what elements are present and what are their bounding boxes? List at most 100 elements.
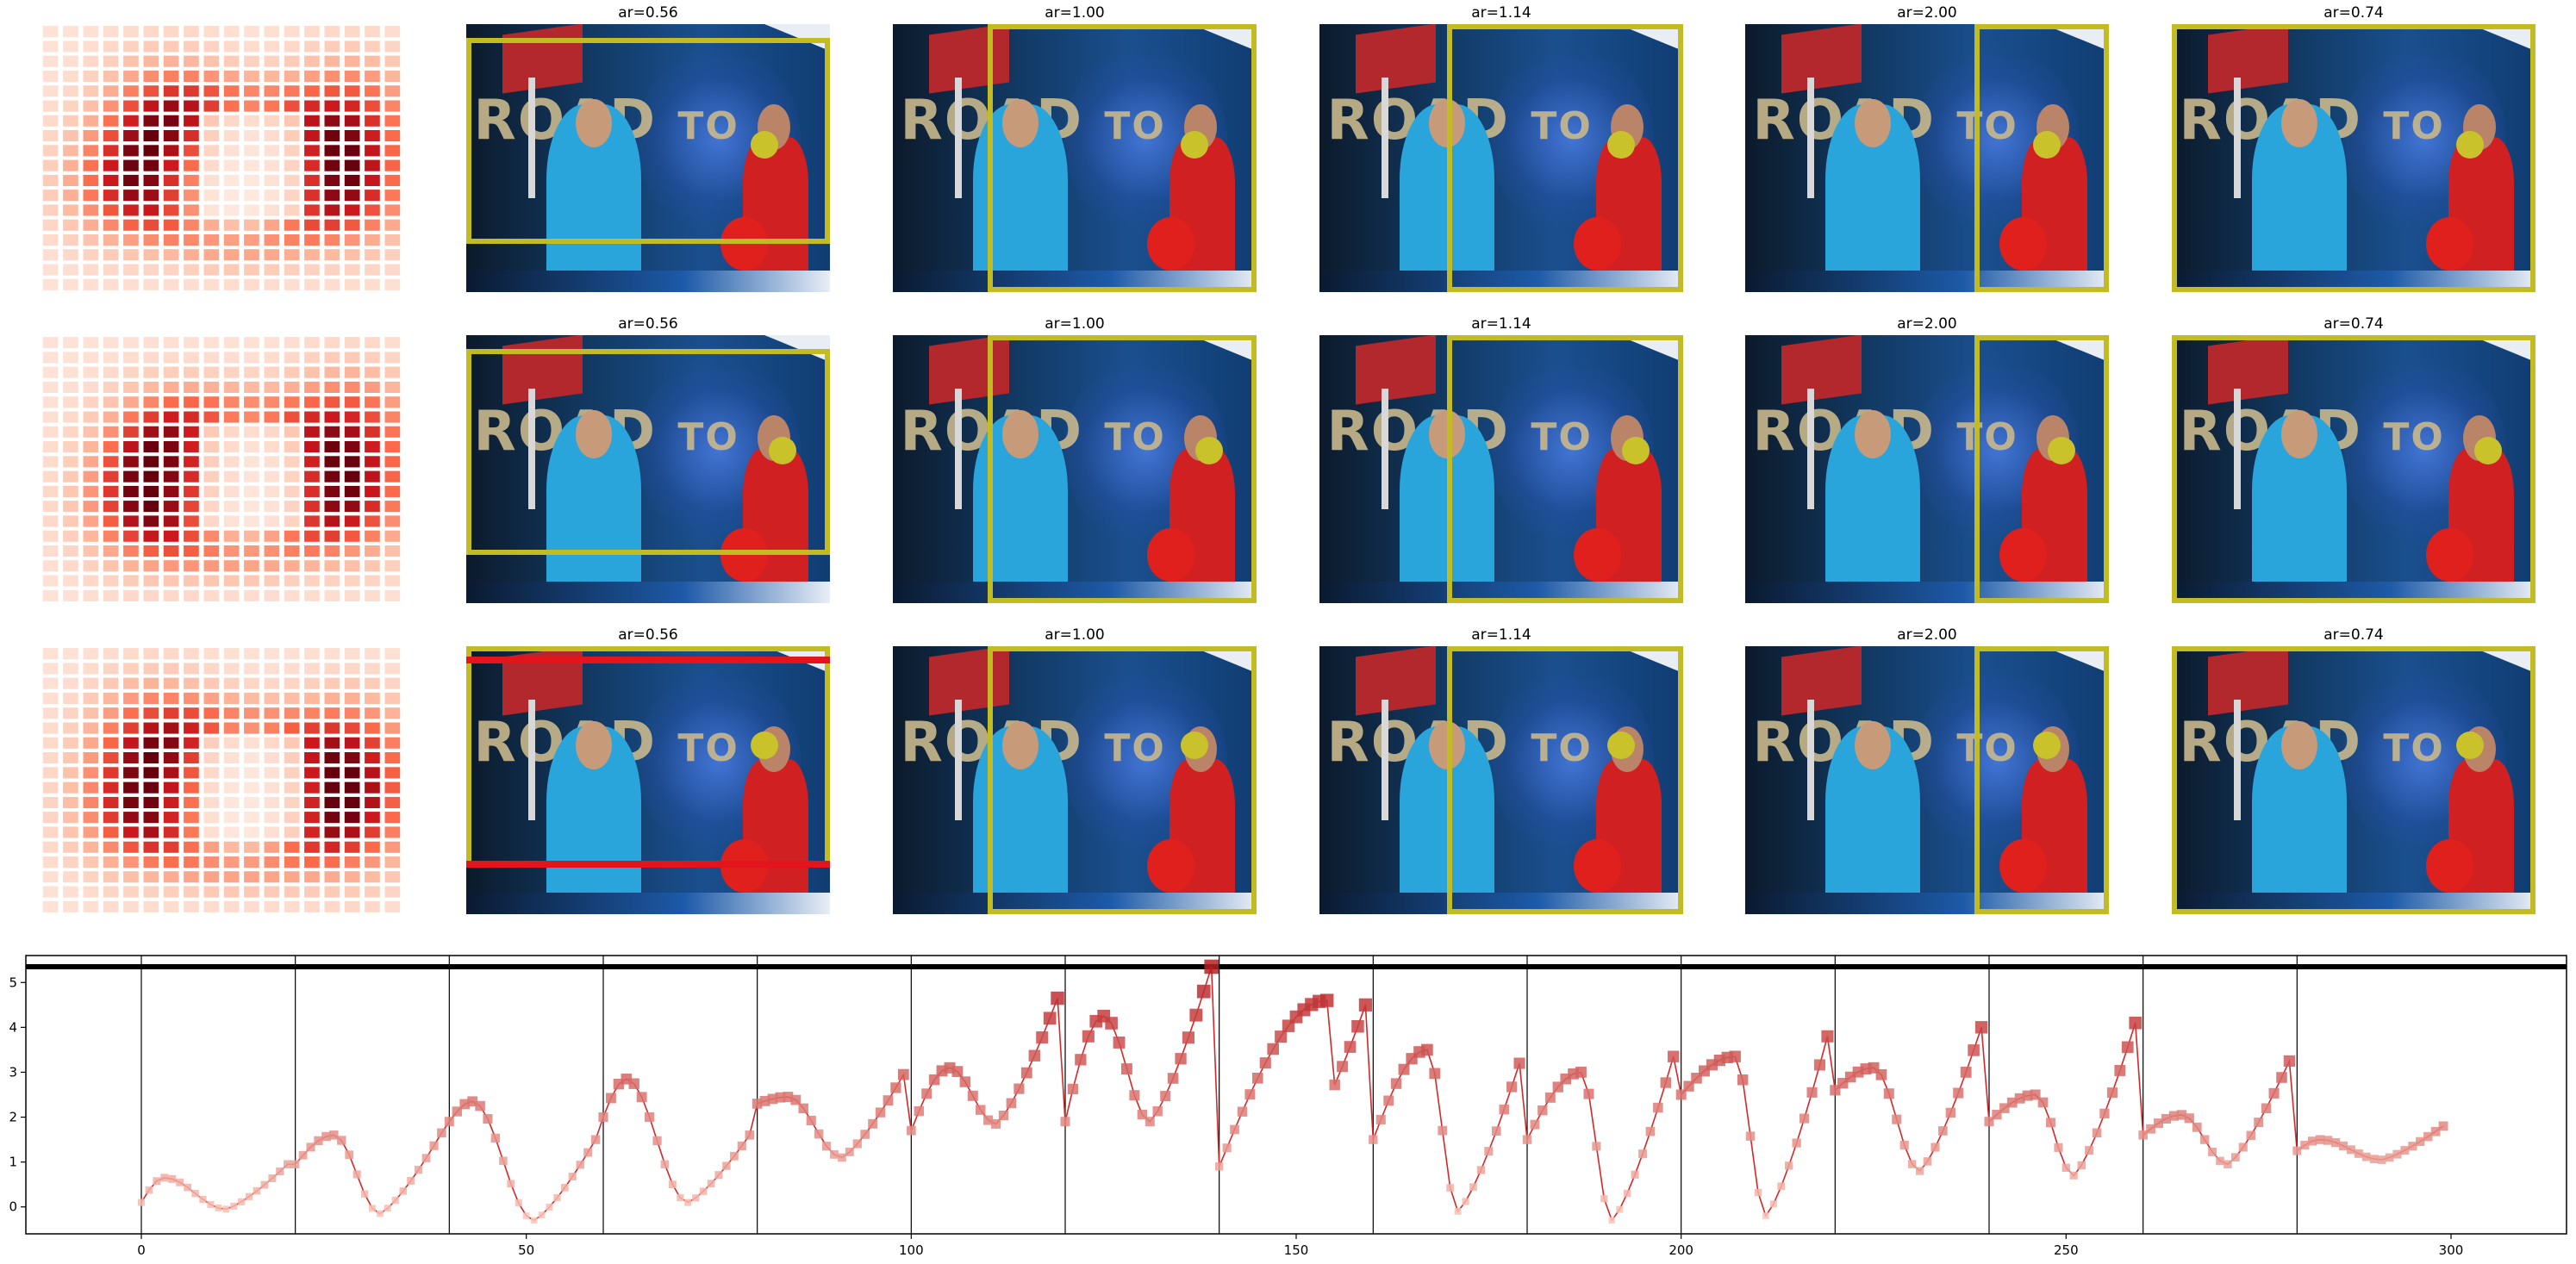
heatmap-cell bbox=[384, 796, 401, 808]
score-point bbox=[583, 1148, 593, 1157]
heatmap-cell bbox=[365, 411, 380, 423]
heatmap-cell bbox=[284, 886, 300, 898]
heatmap-cell bbox=[123, 841, 139, 853]
heatmap-cell bbox=[143, 352, 159, 364]
heatmap-cell bbox=[223, 781, 240, 794]
heatmap-cell bbox=[264, 485, 280, 497]
heatmap-cell bbox=[304, 264, 320, 276]
heatmap-cell bbox=[123, 856, 139, 869]
crop-panel: ar=0.56ROAD TO bbox=[466, 626, 830, 914]
heatmap-cell bbox=[42, 752, 59, 764]
heatmap-cell bbox=[223, 485, 240, 497]
heatmap-cell bbox=[264, 812, 280, 824]
heatmap-cell bbox=[284, 381, 300, 393]
heatmap-cell bbox=[123, 560, 139, 572]
heatmap-cell bbox=[365, 752, 380, 764]
heatmap-cell bbox=[163, 426, 179, 438]
score-point bbox=[561, 1184, 569, 1192]
heatmap-cell bbox=[123, 145, 139, 157]
heatmap-cell bbox=[284, 796, 300, 808]
heatmap-cell bbox=[223, 352, 240, 364]
heatmap-cell bbox=[42, 40, 59, 53]
heatmap-cell bbox=[184, 663, 199, 675]
heatmap-cell bbox=[344, 677, 360, 689]
heatmap-cell bbox=[384, 411, 401, 423]
heatmap-cell bbox=[83, 752, 99, 764]
crop-panel: ar=2.00ROAD TO bbox=[1745, 4, 2109, 292]
heatmap-cell bbox=[163, 663, 179, 675]
heatmap-cell bbox=[63, 70, 78, 82]
heatmap-cell bbox=[103, 55, 119, 67]
heatmap-cell bbox=[344, 381, 360, 393]
score-point bbox=[1028, 1049, 1040, 1062]
heatmap-cell bbox=[244, 737, 259, 749]
crop-box bbox=[2172, 335, 2535, 603]
score-point bbox=[798, 1103, 808, 1114]
heatmap-cell bbox=[42, 663, 59, 675]
heatmap-cell bbox=[184, 575, 199, 587]
heatmap-cell bbox=[203, 264, 220, 276]
score-point bbox=[1530, 1119, 1540, 1130]
heatmap-cell bbox=[264, 411, 280, 423]
heatmap-cell bbox=[304, 871, 320, 883]
score-point bbox=[1196, 984, 1211, 999]
heatmap-cell bbox=[103, 40, 119, 53]
heatmap-cell bbox=[103, 692, 119, 704]
heatmap-cell bbox=[203, 767, 220, 779]
photo-glove bbox=[1574, 838, 1622, 894]
score-point bbox=[669, 1180, 677, 1188]
heatmap-cell bbox=[63, 530, 78, 542]
heatmap-cell bbox=[123, 545, 139, 557]
boxing-photo: ROAD TO bbox=[1745, 335, 2109, 603]
photo-man1head bbox=[2280, 410, 2317, 459]
heatmap-cell bbox=[365, 426, 380, 438]
heatmap-cell bbox=[184, 159, 199, 171]
heatmap-cell bbox=[324, 470, 340, 483]
score-point bbox=[399, 1187, 407, 1195]
heatmap-cell bbox=[184, 190, 199, 202]
heatmap-cell bbox=[103, 26, 119, 38]
heatmap-cell bbox=[63, 145, 78, 157]
heatmap-cell bbox=[223, 841, 240, 853]
panel-title: ar=1.14 bbox=[1471, 315, 1531, 333]
heatmap-cell bbox=[42, 337, 59, 349]
heatmap-cell bbox=[284, 781, 300, 794]
heatmap-cell bbox=[184, 900, 199, 912]
heatmap-cell bbox=[184, 677, 199, 689]
heatmap-cell bbox=[163, 174, 179, 186]
heatmap-cell bbox=[184, 767, 199, 779]
heatmap-cell bbox=[163, 145, 179, 157]
heatmap-cell bbox=[304, 812, 320, 824]
x-tick-label: 300 bbox=[2439, 1242, 2464, 1258]
score-point bbox=[1267, 1043, 1279, 1055]
heatmap-cell bbox=[42, 145, 59, 157]
heatmap-cell bbox=[304, 456, 320, 468]
heatmap-cell bbox=[284, 707, 300, 719]
score-point bbox=[2224, 1160, 2232, 1168]
heatmap-cell bbox=[384, 707, 401, 719]
heatmap-cell bbox=[123, 677, 139, 689]
score-point bbox=[444, 1117, 454, 1127]
heatmap-cell bbox=[163, 900, 179, 912]
heatmap-cell bbox=[83, 560, 99, 572]
score-point bbox=[1152, 1106, 1163, 1117]
score-point bbox=[329, 1130, 339, 1140]
heatmap-cell bbox=[384, 396, 401, 408]
score-point bbox=[2014, 1093, 2025, 1104]
crop-box bbox=[2172, 646, 2535, 914]
heatmap-cell bbox=[223, 204, 240, 216]
heatmap-cell bbox=[284, 441, 300, 453]
heatmap-cell bbox=[103, 648, 119, 660]
heatmap-cell bbox=[42, 545, 59, 557]
heatmap-cell bbox=[365, 501, 380, 513]
score-point bbox=[2323, 1136, 2333, 1145]
subject-marker bbox=[751, 130, 779, 159]
score-point bbox=[2315, 1135, 2325, 1144]
score-point bbox=[959, 1076, 971, 1087]
score-point bbox=[1182, 1031, 1194, 1044]
heatmap-cell bbox=[365, 677, 380, 689]
heatmap-cell bbox=[344, 174, 360, 186]
heatmap-cell bbox=[63, 677, 78, 689]
heatmap-cell bbox=[304, 722, 320, 734]
